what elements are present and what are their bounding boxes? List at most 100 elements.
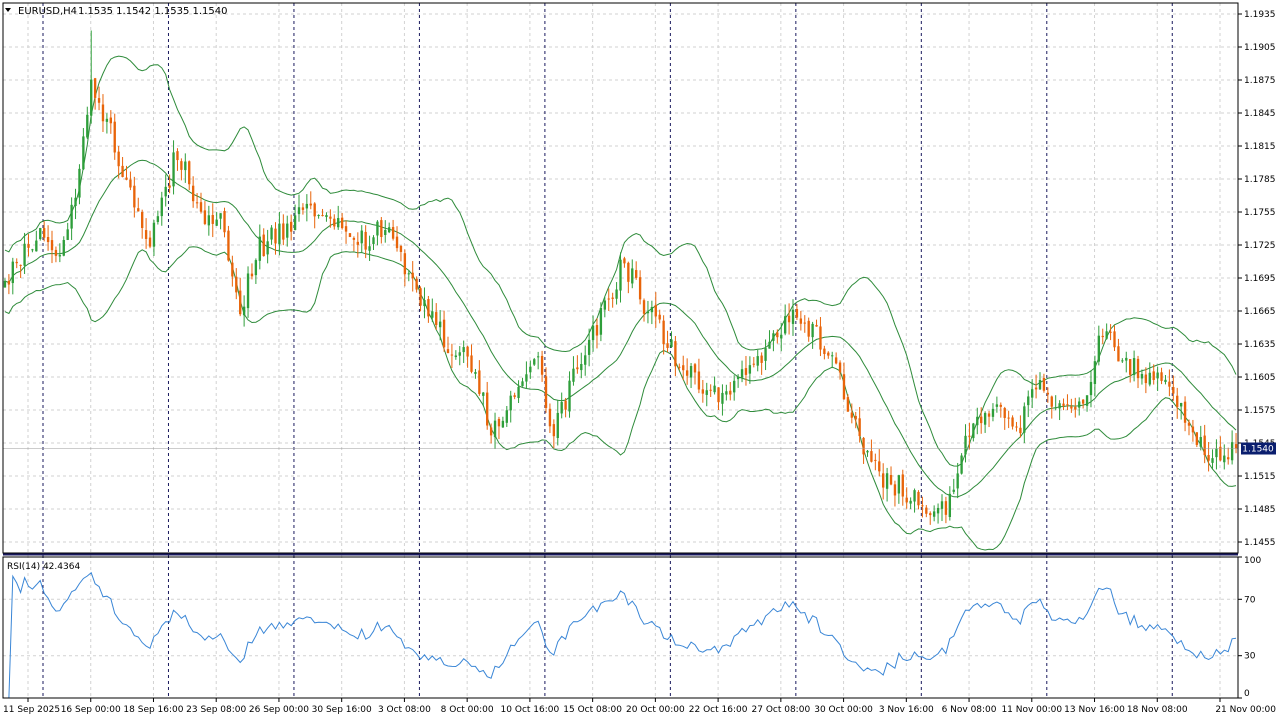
candle <box>223 207 226 238</box>
candle-body <box>148 237 152 247</box>
candle <box>246 266 250 318</box>
candle <box>137 197 140 212</box>
candle-body <box>533 359 536 365</box>
candle-body <box>1215 448 1218 458</box>
candle <box>270 225 273 245</box>
candle <box>1034 374 1038 399</box>
x-tick-label: 3 Nov 16:00 <box>879 705 934 715</box>
candle <box>1070 398 1073 413</box>
candle-body <box>1129 359 1132 375</box>
candle-body <box>7 280 11 285</box>
candle <box>23 232 26 274</box>
candle-body <box>1179 402 1183 407</box>
candle-body <box>415 278 418 290</box>
candle-body <box>854 415 857 420</box>
candle <box>1191 419 1195 442</box>
candle-body <box>195 202 199 204</box>
candle <box>862 436 865 464</box>
candle <box>901 469 904 506</box>
candle <box>525 361 528 389</box>
candle-body <box>627 262 630 282</box>
candle <box>897 474 901 504</box>
candle <box>93 77 97 110</box>
candle <box>152 219 156 256</box>
candle-body <box>1234 444 1238 449</box>
candle-body <box>278 223 281 245</box>
candle-body <box>188 161 191 185</box>
candle <box>1215 439 1218 470</box>
candle-body <box>1168 381 1171 387</box>
candle <box>352 236 356 252</box>
candle <box>1105 323 1108 340</box>
candle-body <box>191 185 195 202</box>
candle <box>1093 355 1097 397</box>
candle-body <box>846 397 850 412</box>
candle <box>501 416 505 428</box>
candle-body <box>701 389 705 394</box>
chart-header: EURUSD,H4 1.1535 1.1542 1.1535 1.1540 <box>5 6 228 17</box>
candle <box>658 309 661 324</box>
candle <box>776 329 779 344</box>
candle <box>870 439 873 463</box>
y-tick-label: 1.1665 <box>1244 307 1276 317</box>
candle-body <box>1121 360 1124 362</box>
candle-body <box>964 435 967 455</box>
candle-body <box>1007 417 1010 419</box>
candle <box>266 229 269 264</box>
candle <box>733 375 736 401</box>
candle-body <box>125 177 128 180</box>
candle <box>983 411 987 433</box>
candle-body <box>1011 417 1014 427</box>
candle <box>176 148 179 171</box>
candle-body <box>144 230 148 239</box>
candle <box>486 381 489 430</box>
candle <box>372 235 375 250</box>
candle-body <box>642 300 646 314</box>
candle-body <box>576 367 579 370</box>
candle-body <box>631 268 634 284</box>
candle <box>838 360 842 380</box>
candle <box>799 310 803 331</box>
candle <box>964 424 967 463</box>
rsi-pane-border <box>2 556 1239 699</box>
candle-body <box>391 227 395 239</box>
candle-body <box>615 289 618 299</box>
candle-body <box>93 78 97 98</box>
candle <box>1042 373 1046 393</box>
candle-body <box>1183 401 1187 423</box>
candle <box>646 300 650 324</box>
candle <box>803 315 806 333</box>
candle <box>1187 419 1191 436</box>
candle <box>227 225 230 262</box>
x-tick-label: 27 Oct 08:00 <box>752 705 811 715</box>
candle <box>66 222 69 241</box>
candle-body <box>862 437 865 455</box>
candle-body <box>607 298 610 300</box>
candle <box>689 363 693 389</box>
x-tick-label: 18 Nov 08:00 <box>1127 705 1188 715</box>
x-tick-label: 22 Oct 16:00 <box>689 705 748 715</box>
candle-body <box>678 366 681 368</box>
triangle-down-icon[interactable] <box>5 8 11 12</box>
candle <box>697 358 701 394</box>
candle-body <box>368 246 371 251</box>
candle <box>305 194 309 222</box>
candle <box>595 318 599 349</box>
candle-body <box>811 323 814 338</box>
candle-body <box>1101 335 1104 338</box>
candle-body <box>1230 442 1234 461</box>
y-tick-label: 1.1905 <box>1244 43 1276 53</box>
candle <box>1078 397 1081 416</box>
chart-frame <box>2 2 1239 699</box>
x-tick-label: 11 Nov 00:00 <box>1001 705 1062 715</box>
candle-body <box>646 311 650 314</box>
candle <box>70 197 73 241</box>
candle-body <box>725 391 728 395</box>
candle-body <box>1015 426 1018 428</box>
candle-body <box>1132 358 1136 376</box>
candle-body <box>1125 357 1128 361</box>
candle-body <box>733 380 736 393</box>
candle-body <box>446 349 450 354</box>
